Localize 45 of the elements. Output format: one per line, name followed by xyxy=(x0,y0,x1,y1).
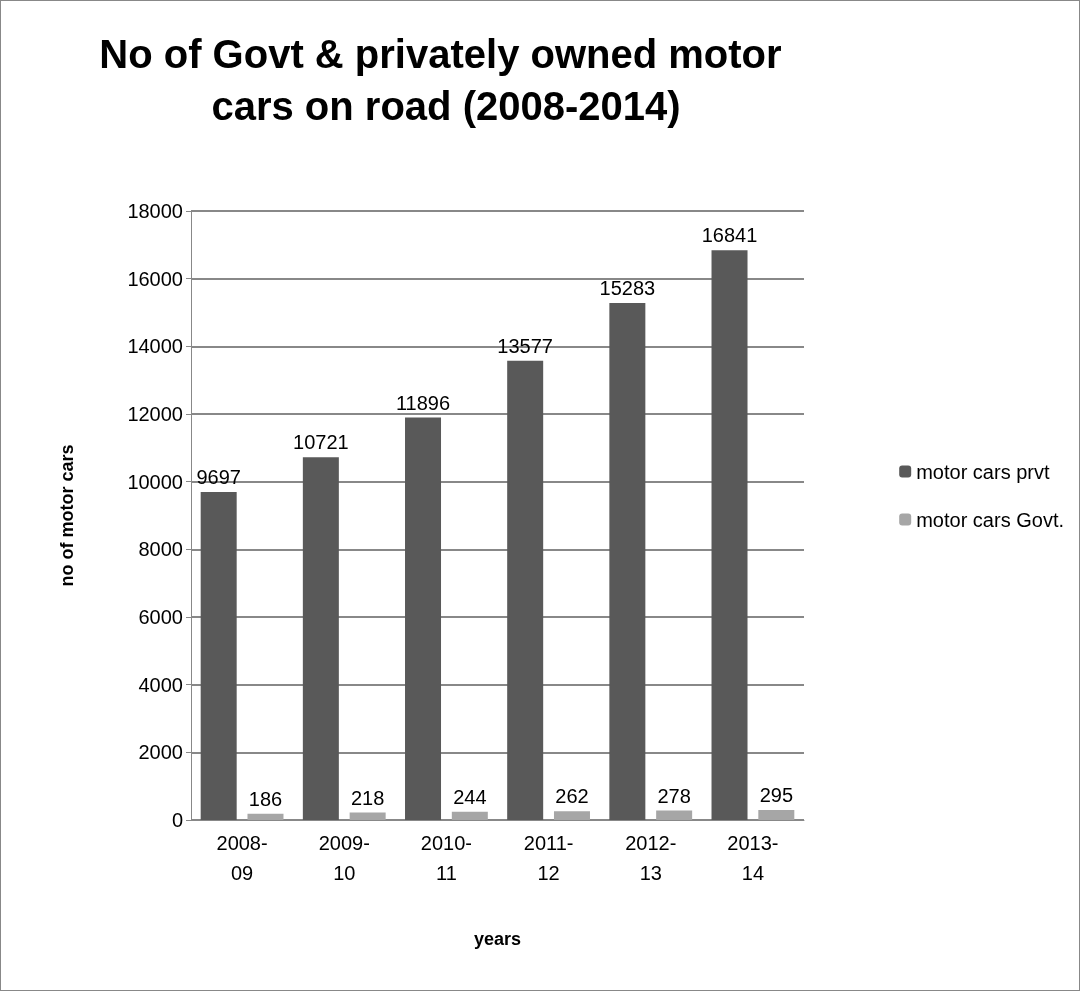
y-tick-label: 6000 xyxy=(138,606,183,628)
y-tick-label: 18000 xyxy=(127,200,183,222)
data-label: 295 xyxy=(759,784,793,807)
x-tick-label: 2011-12 xyxy=(523,832,574,884)
data-label: 9697 xyxy=(196,465,241,488)
y-tick-label: 16000 xyxy=(127,267,183,290)
bar xyxy=(200,491,237,820)
chart-title: No of Govt & privately owned motor cars on road (2008-2014) xyxy=(99,32,793,128)
data-label: 13577 xyxy=(497,334,553,357)
bar xyxy=(758,810,795,820)
bar xyxy=(711,250,748,820)
data-label: 16841 xyxy=(701,224,758,247)
y-tick-label: 12000 xyxy=(127,403,183,425)
y-tick-label: 2000 xyxy=(138,741,183,764)
x-tick-label: 2009-10 xyxy=(318,832,370,884)
data-label: 11896 xyxy=(395,391,451,414)
y-tick-label: 14000 xyxy=(127,335,183,358)
data-label: 244 xyxy=(453,785,487,808)
bar xyxy=(656,810,693,820)
bar xyxy=(405,417,442,820)
y-tick-label: 0 xyxy=(171,809,183,831)
data-label: 218 xyxy=(350,786,385,809)
bar xyxy=(451,811,488,820)
bar xyxy=(302,457,339,820)
bar xyxy=(247,813,284,820)
bar xyxy=(507,360,544,820)
x-tick-label: 2013-14 xyxy=(727,832,779,884)
bar xyxy=(609,302,646,820)
data-label: 262 xyxy=(555,785,589,808)
legend-label: motor cars Govt. xyxy=(916,508,1064,531)
data-label: 186 xyxy=(248,787,283,810)
data-label: 10721 xyxy=(293,431,349,454)
data-label: 15283 xyxy=(599,276,656,299)
x-axis-title: years xyxy=(473,929,522,949)
y-tick-label: 8000 xyxy=(138,538,183,561)
bar xyxy=(553,811,590,820)
y-tick-label: 10000 xyxy=(127,470,183,493)
bar xyxy=(349,812,386,820)
y-axis-title: no of motor cars xyxy=(57,444,77,587)
y-tick-label: 4000 xyxy=(138,673,183,696)
legend-label: motor cars prvt xyxy=(916,460,1050,483)
x-tick-label: 2008-09 xyxy=(216,832,268,884)
x-tick-label: 2012-13 xyxy=(625,832,677,884)
x-tick-label: 2010-11 xyxy=(420,832,472,884)
data-label: 278 xyxy=(657,784,691,807)
